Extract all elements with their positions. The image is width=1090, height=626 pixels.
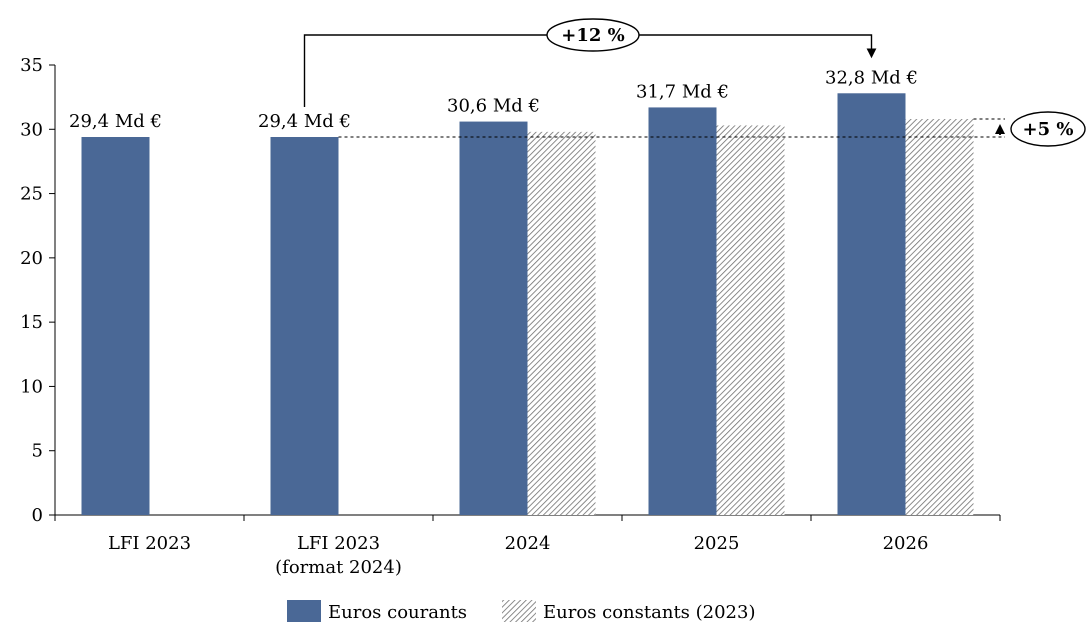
bar-euros-courants (270, 137, 339, 515)
growth-bubble (546, 18, 640, 52)
legend-label-euros-constants: Euros constants (2023) (543, 602, 755, 623)
growth-label: +12 % (561, 25, 625, 46)
y-tick-label: 5 (32, 441, 43, 462)
legend-label-euros-courants: Euros courants (328, 602, 467, 623)
x-category-label: 2026 (883, 533, 929, 554)
x-category-label: 2024 (505, 533, 551, 554)
y-tick-label: 25 (20, 184, 43, 205)
growth-bubble-small (1010, 111, 1086, 147)
y-tick-label: 0 (32, 505, 43, 526)
bar-euros-courants (81, 137, 150, 515)
bar-euros-constants (527, 131, 596, 515)
bars (81, 93, 974, 516)
x-category-label: (format 2024) (275, 557, 402, 578)
bar-value-label: 32,8 Md € (825, 67, 918, 88)
x-category-label: LFI 2023 (108, 533, 191, 554)
legend-swatch-euros-courants (287, 600, 321, 622)
bar-value-label: 29,4 Md € (258, 111, 351, 132)
y-tick-label: 15 (20, 312, 43, 333)
bar-euros-constants (716, 125, 785, 515)
bar-value-label: 31,7 Md € (636, 81, 729, 102)
data-labels: 29,4 Md € 29,4 Md € 30,6 Md € 31,7 Md € 32,8… (69, 67, 918, 132)
y-tick-label: 35 (20, 55, 43, 76)
y-tick-label: 20 (20, 248, 43, 269)
annotations: +12 % +5 % (303, 18, 1086, 147)
y-tick-label: 30 (20, 119, 43, 140)
legend: Euros courants Euros constants (2023) (287, 600, 755, 623)
bar-euros-constants (905, 119, 974, 515)
bar-value-label: 29,4 Md € (69, 111, 162, 132)
y-tick-label: 10 (20, 376, 43, 397)
bar-value-label: 30,6 Md € (447, 96, 540, 117)
x-category-label: LFI 2023 (297, 533, 380, 554)
bar-euros-courants (648, 107, 717, 515)
growth-label-small: +5 % (1023, 119, 1074, 140)
legend-swatch-euros-constants (502, 600, 536, 622)
bar-euros-courants (459, 121, 528, 516)
bar-euros-courants (837, 93, 906, 516)
x-category-label: 2025 (694, 533, 740, 554)
